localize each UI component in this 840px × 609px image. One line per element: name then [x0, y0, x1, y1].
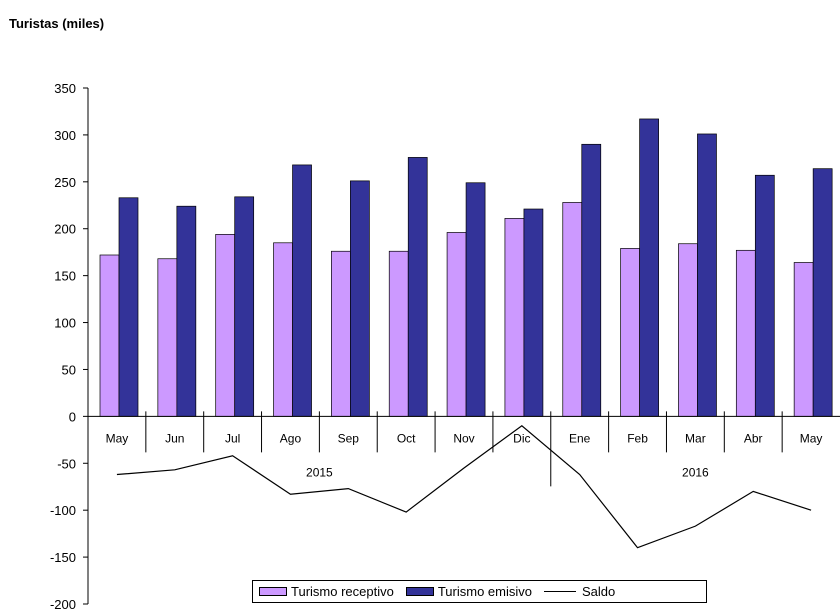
bar-receptivo — [678, 243, 698, 417]
legend-label-emisivo: Turismo emisivo — [437, 584, 532, 599]
x-category-label: Jun — [165, 431, 184, 445]
x-category-label: Abr — [744, 431, 763, 445]
y-tick-label: 200 — [54, 222, 76, 237]
chart-title: Turistas (miles) — [9, 16, 105, 31]
bar-emisivo — [523, 208, 544, 417]
x-category-label: May — [106, 431, 129, 445]
y-tick-label: 50 — [62, 362, 76, 377]
bar-receptivo — [388, 250, 409, 417]
x-category-label: Oct — [397, 431, 416, 445]
y-tick-label: -50 — [57, 456, 76, 471]
x-category-label: Sep — [338, 431, 360, 445]
x-category-label: Dic — [513, 431, 530, 445]
x-category-label: Ago — [280, 431, 302, 445]
y-tick-label: 350 — [54, 81, 76, 96]
x-category-label: May — [800, 431, 823, 445]
bar-emisivo — [234, 196, 255, 417]
legend-swatch-saldo — [543, 591, 576, 592]
y-tick-label: -100 — [50, 503, 76, 518]
y-tick-label: 250 — [54, 175, 76, 190]
bar-receptivo — [446, 232, 467, 417]
bar-receptivo — [157, 258, 178, 417]
bar-emisivo — [639, 118, 659, 417]
y-tick-label: -200 — [50, 597, 76, 609]
bar-receptivo — [793, 262, 814, 417]
legend-label-receptivo: Turismo receptivo — [291, 584, 394, 599]
bar-emisivo — [407, 157, 428, 417]
bar-receptivo — [562, 202, 583, 417]
bar-receptivo — [331, 250, 351, 417]
bar-receptivo — [620, 248, 640, 417]
legend-swatch-emisivo — [405, 587, 434, 596]
y-tick-label: 150 — [54, 269, 76, 284]
axes-layer — [83, 87, 840, 605]
legend-item-receptivo: Turismo receptivo — [259, 584, 394, 599]
x-category-label: Ene — [569, 431, 591, 445]
bar-emisivo — [292, 164, 312, 417]
bar-receptivo — [273, 242, 293, 417]
x-category-label: Jul — [225, 431, 240, 445]
legend-item-saldo: Saldo — [543, 584, 616, 599]
saldo-line-layer — [116, 424, 812, 549]
bar-emisivo — [350, 180, 370, 417]
bar-emisivo — [118, 197, 139, 417]
legend-swatch-receptivo — [259, 587, 287, 596]
bar-receptivo — [504, 218, 525, 417]
y-tick-label: 100 — [54, 316, 76, 331]
year-label: 2015 — [306, 465, 333, 479]
bar-emisivo — [812, 168, 833, 417]
y-tick-label: -150 — [50, 550, 76, 565]
legend-item-emisivo: Turismo emisivo — [405, 584, 532, 599]
saldo-line — [116, 424, 812, 549]
labels-layer: 350 300 250 200 150 100 50 0 -50 -100 -150 -200 May J… — [50, 81, 822, 609]
bar-receptivo — [215, 234, 236, 417]
y-tick-label: 300 — [54, 128, 76, 143]
year-label: 2016 — [682, 465, 709, 479]
bar-receptivo — [735, 249, 756, 417]
bar-emisivo — [465, 182, 486, 417]
y-tick-label: 0 — [69, 409, 76, 424]
legend: Turismo receptivo Turismo emisivo Saldo — [252, 580, 707, 603]
bar-emisivo — [581, 143, 602, 417]
bar-emisivo — [176, 205, 197, 417]
x-category-label: Mar — [685, 431, 706, 445]
x-category-label: Nov — [453, 431, 474, 445]
bar-emisivo — [754, 174, 775, 417]
bars-layer — [99, 118, 833, 417]
legend-label-saldo: Saldo — [581, 584, 616, 599]
bar-emisivo — [697, 133, 717, 417]
x-category-label: Feb — [627, 431, 648, 445]
bar-receptivo — [99, 254, 120, 417]
